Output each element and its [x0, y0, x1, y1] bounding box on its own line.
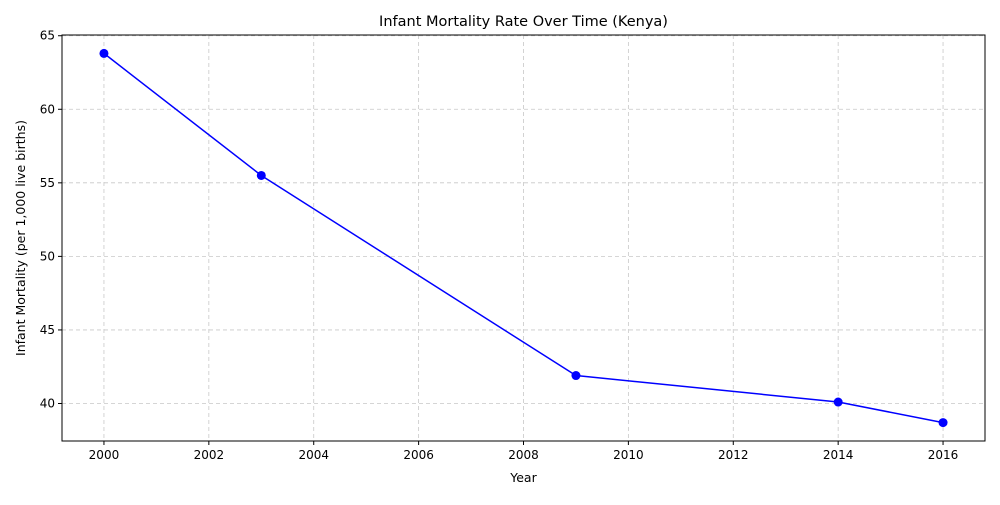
- data-point: [99, 48, 109, 58]
- chart-title: Infant Mortality Rate Over Time (Kenya): [379, 14, 668, 30]
- axis-ticks: 2000 2002 2004 2006 2008 2010 2012 2014 2016 40 45…: [40, 29, 959, 462]
- y-tick-label: 50: [40, 249, 55, 263]
- series-layer: [99, 48, 948, 428]
- x-tick-label: 2002: [194, 448, 225, 462]
- y-tick-label: 55: [40, 176, 55, 190]
- x-tick-label: 2012: [718, 448, 749, 462]
- y-tick-label: 65: [40, 29, 55, 43]
- x-tick-label: 2004: [298, 448, 329, 462]
- data-point: [256, 170, 266, 180]
- y-tick-label: 40: [40, 396, 55, 410]
- x-tick-label: 2016: [928, 448, 959, 462]
- y-tick-label: 45: [40, 323, 55, 337]
- x-tick-label: 2006: [403, 448, 434, 462]
- x-tick-label: 2014: [823, 448, 854, 462]
- grid-lines: [62, 35, 985, 441]
- data-point: [833, 397, 843, 407]
- x-tick-label: 2010: [613, 448, 644, 462]
- data-point: [938, 418, 948, 428]
- x-axis-label: Year: [509, 470, 537, 485]
- y-tick-label: 60: [40, 102, 55, 116]
- data-point: [571, 371, 581, 381]
- x-tick-label: 2000: [89, 448, 120, 462]
- y-axis-label: Infant Mortality (per 1,000 live births): [13, 120, 28, 356]
- x-tick-label: 2008: [508, 448, 539, 462]
